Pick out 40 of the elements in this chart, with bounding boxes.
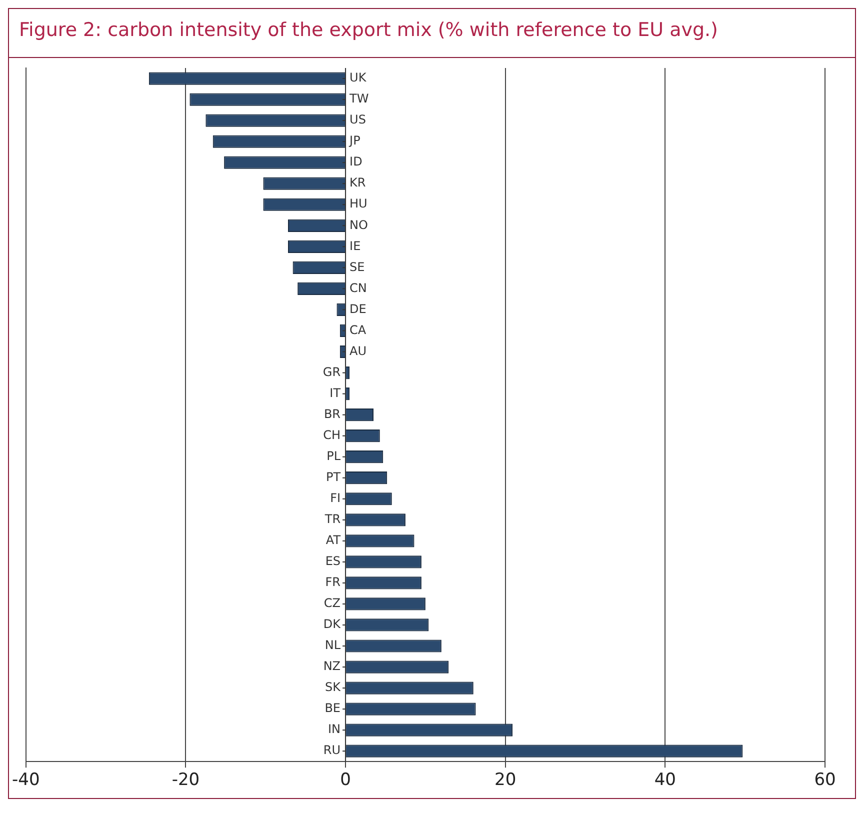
y-tick-label: CA [350,322,367,337]
x-tick-label: 0 [340,770,351,790]
x-tick-label: -20 [172,770,200,790]
x-tick-label: 40 [654,770,676,790]
y-tick-label: UK [350,70,368,85]
y-tick-label: ID [350,154,362,169]
y-tick-label: IN [328,722,341,736]
y-tick-label: CZ [324,596,341,610]
y-tick-label: US [350,112,366,127]
x-tick-label: 20 [494,770,516,790]
y-tick-label: BE [324,701,341,716]
y-tick-label: PT [326,470,342,484]
y-tick-label: FR [325,575,341,590]
y-tick-label: CH [323,428,341,442]
y-tick-label: PL [326,448,341,463]
x-tick-label: -40 [12,770,40,790]
y-tick-label: NL [324,638,341,652]
y-tick-label: NZ [323,659,341,674]
y-tick-label: BR [324,406,341,421]
y-tick-label: DK [323,617,342,632]
y-tick-label: SK [325,680,342,694]
y-tick-label: AU [350,344,367,358]
x-tick-label: 60 [814,770,836,790]
y-tick-label: FI [330,491,341,505]
y-tick-label: IE [350,238,361,253]
y-tick-label: SE [350,260,365,274]
y-tick-label: KR [350,176,366,190]
y-tick-label: GR [322,364,341,379]
y-tick-label: AT [326,533,342,548]
y-tick-label: HU [350,196,368,211]
y-tick-label: JP [348,134,360,148]
y-tick-label: TW [348,92,369,106]
y-tick-label: DE [350,302,366,316]
y-tick-label: ES [325,554,341,568]
y-tick-label: CN [350,280,367,295]
chart-title: Figure 2: carbon intensity of the export mix (% with reference to EU avg.) [9,9,855,58]
y-tick-label: TR [324,512,341,526]
y-tick-label: NO [350,218,368,232]
y-tick-label: RU [323,743,341,758]
y-tick-label: IT [330,386,342,400]
